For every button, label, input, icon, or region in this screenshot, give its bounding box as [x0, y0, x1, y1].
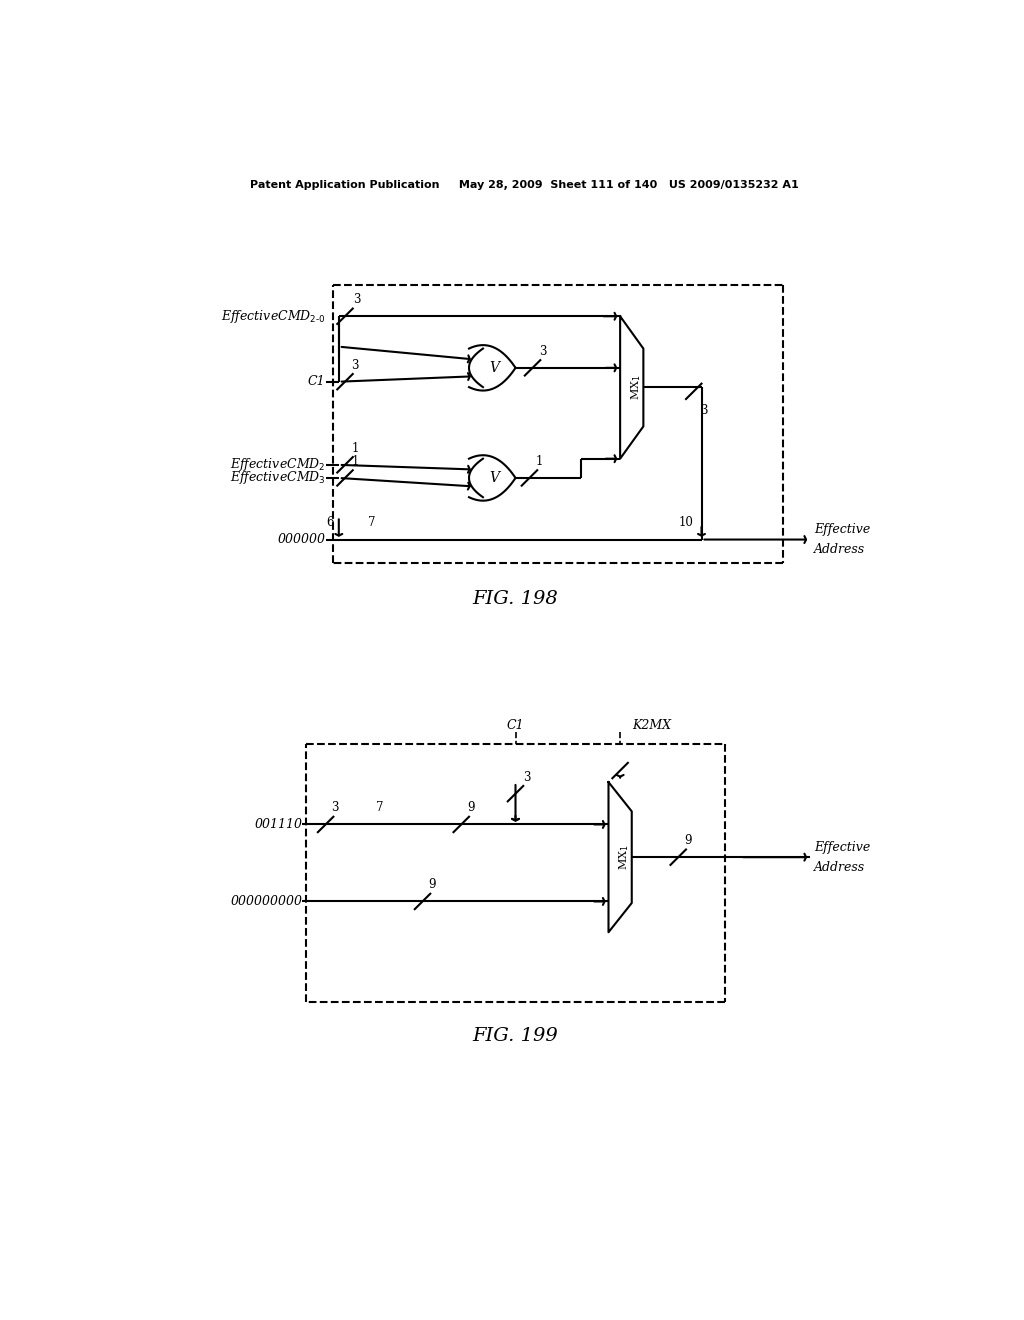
Text: K2MX: K2MX [632, 719, 671, 733]
Text: Address: Address [814, 861, 865, 874]
Text: FIG. 198: FIG. 198 [473, 590, 558, 607]
Text: 3: 3 [331, 801, 339, 814]
Text: 3: 3 [523, 771, 530, 784]
Text: 000000: 000000 [278, 533, 326, 546]
Text: Patent Application Publication     May 28, 2009  Sheet 111 of 140   US 2009/0135: Patent Application Publication May 28, 2… [251, 180, 799, 190]
Text: 1: 1 [536, 455, 543, 469]
Text: FIG. 199: FIG. 199 [473, 1027, 558, 1045]
Text: C1: C1 [507, 719, 524, 733]
Text: EffectiveCMD$_3$: EffectiveCMD$_3$ [229, 470, 326, 487]
Text: 3: 3 [351, 359, 358, 372]
Text: 7: 7 [369, 516, 376, 529]
Text: 3: 3 [352, 293, 360, 306]
Text: 9: 9 [429, 878, 436, 891]
Text: MX$_1$: MX$_1$ [629, 375, 642, 400]
Text: Address: Address [814, 543, 865, 556]
Text: C1: C1 [308, 375, 326, 388]
Text: 7: 7 [376, 801, 384, 814]
Text: Effective: Effective [814, 841, 870, 854]
Text: 1: 1 [351, 442, 358, 455]
Text: 1: 1 [351, 455, 358, 469]
Text: 3: 3 [700, 404, 708, 417]
Text: 001110: 001110 [254, 818, 302, 832]
Text: EffectiveCMD$_{2\text{-}0}$: EffectiveCMD$_{2\text{-}0}$ [221, 308, 326, 325]
Text: Effective: Effective [814, 523, 870, 536]
Text: MX$_1$: MX$_1$ [617, 845, 631, 870]
Text: V: V [488, 471, 499, 484]
Text: 9: 9 [684, 834, 692, 847]
Text: V: V [488, 360, 499, 375]
Text: EffectiveCMD$_2$: EffectiveCMD$_2$ [230, 457, 326, 474]
Text: 9: 9 [467, 801, 475, 814]
Text: 3: 3 [539, 345, 546, 358]
Text: 10: 10 [678, 516, 693, 529]
Text: 000000000: 000000000 [230, 895, 302, 908]
Text: 6: 6 [326, 516, 334, 529]
